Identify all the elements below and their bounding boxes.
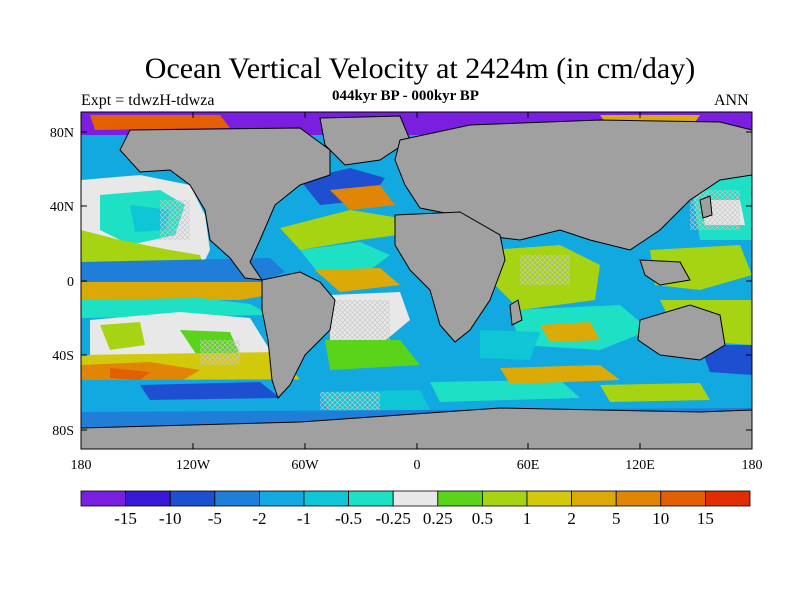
colorbar-label: -15 (114, 509, 137, 528)
colorbar-label: 2 (567, 509, 576, 528)
colorbar-label: -0.25 (375, 509, 410, 528)
madagascar (509, 299, 523, 326)
lon-tick-label: 60E (517, 458, 540, 473)
lat-tick-label: 40N (50, 200, 74, 215)
stipple-overlay (160, 190, 740, 410)
colorbar-swatch (571, 490, 617, 507)
lat-tick-label: 80S (52, 424, 74, 439)
map-title: Ocean Vertical Velocity at 2424m (in cm/… (144, 52, 696, 85)
colorbar-label: 1 (523, 509, 532, 528)
colorbar-swatch (214, 490, 260, 507)
colorbar-swatch (258, 490, 305, 507)
season-label: ANN (714, 92, 749, 109)
maritime-continent (639, 259, 691, 286)
colorbar-swatch (303, 490, 349, 507)
colorbar-swatch (80, 490, 126, 507)
colorbar-swatch (125, 490, 171, 507)
north-america (119, 127, 331, 281)
colorbar-swatch (169, 490, 216, 507)
axis-tick-labels: 80N 40N 0 40S 80S 180 120W 60W 0 60E 120E 180 (50, 126, 763, 473)
lat-tick-label: 0 (67, 275, 74, 290)
colorbar-label: 10 (652, 509, 669, 528)
lon-tick-label: 180 (71, 458, 92, 473)
japan (699, 195, 713, 219)
lon-tick-label: 60W (291, 458, 319, 473)
colorbar-label: 0.25 (423, 509, 453, 528)
africa (394, 211, 506, 343)
colorbar-label: -2 (252, 509, 266, 528)
colorbar-label: 0.5 (472, 509, 493, 528)
colorbar (80, 490, 751, 507)
colorbar-label: -5 (208, 509, 222, 528)
colorbar-label: 5 (612, 509, 621, 528)
period-label: 044kyr BP - 000kyr BP (332, 88, 479, 104)
colorbar-swatch (615, 490, 662, 507)
experiment-label: Expt = tdwzH-tdwza (81, 92, 215, 109)
colorbar-swatch (348, 490, 394, 507)
lon-tick-label: 120W (176, 458, 211, 473)
australia (637, 304, 726, 361)
lon-tick-label: 0 (414, 458, 421, 473)
lat-tick-label: 80N (50, 126, 74, 141)
lat-tick-label: 40S (52, 349, 74, 364)
map-panel (81, 112, 752, 449)
south-america (261, 271, 336, 399)
axis-ticks (80, 112, 753, 449)
colorbar-swatch (526, 490, 572, 507)
lon-tick-label: 120E (625, 458, 655, 473)
colorbar-swatch (392, 490, 439, 507)
colorbar-swatch (481, 490, 528, 507)
land-masses (81, 115, 752, 449)
colorbar-swatch (705, 490, 751, 507)
colorbar-label: -1 (297, 509, 311, 528)
colorbar-label: -10 (159, 509, 182, 528)
colorbar-labels: -15 -10 -5 -2 -1 -0.5 -0.25 0.25 0.5 1 2 5 10 15 (114, 509, 714, 528)
greenland (319, 115, 411, 166)
colorbar-label: -0.5 (335, 509, 362, 528)
eurasia (394, 119, 752, 251)
lon-tick-label: 180 (742, 458, 763, 473)
colorbar-label: 15 (697, 509, 714, 528)
colorbar-swatch (660, 490, 706, 507)
antarctica (81, 407, 752, 449)
colorbar-swatch (437, 490, 483, 507)
